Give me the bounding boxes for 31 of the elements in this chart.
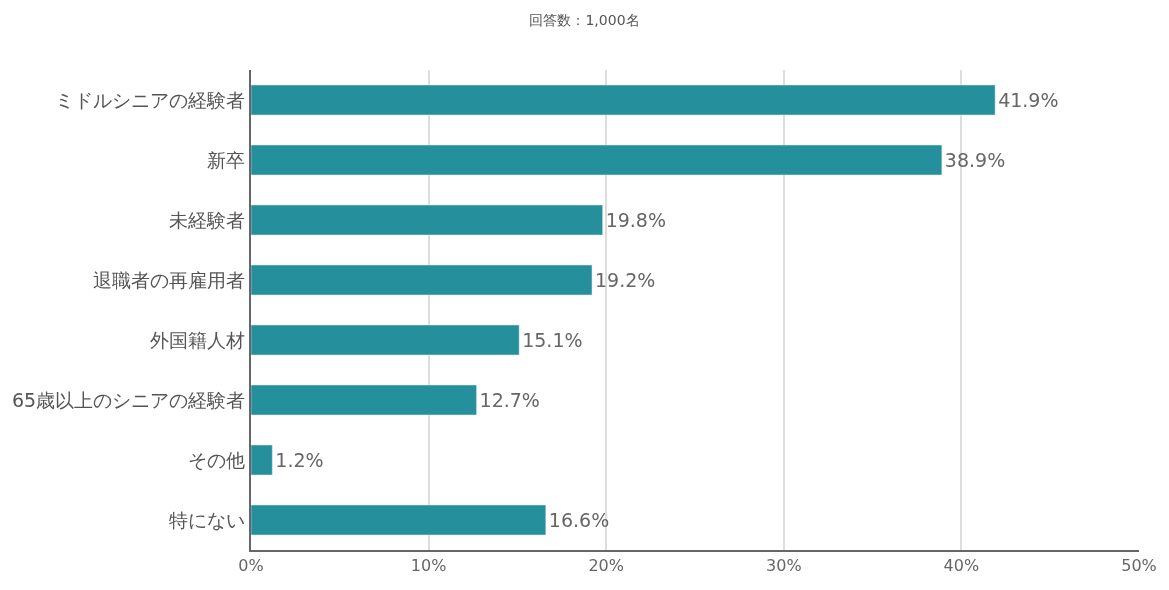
chart-title: 回答数：1,000名 — [529, 11, 640, 28]
bar — [251, 324, 520, 356]
bar — [251, 264, 593, 296]
x-tick-label: 10% — [410, 556, 447, 576]
bar — [251, 384, 477, 416]
data-label: 19.8% — [605, 209, 667, 231]
y-tick-label: 外国籍人材 — [150, 328, 246, 351]
x-tick-label: 40% — [943, 556, 980, 576]
data-label: 19.2% — [594, 269, 656, 291]
x-tick-label: 50% — [1121, 556, 1157, 576]
bar — [251, 444, 273, 476]
y-tick-label: 65歳以上のシニアの経験者 — [12, 388, 246, 411]
bar — [251, 144, 943, 176]
data-label: 16.6% — [548, 509, 610, 531]
data-label: 12.7% — [479, 389, 540, 411]
data-label: 15.1% — [522, 329, 583, 351]
bar — [251, 504, 547, 536]
y-tick-label: 特にない — [169, 508, 246, 531]
y-tick-label: 退職者の再雇用者 — [93, 268, 246, 291]
data-label: 38.9% — [944, 149, 1006, 171]
x-tick-label: 30% — [766, 556, 802, 576]
data-label: 41.9% — [998, 89, 1059, 111]
y-tick-label: ミドルシニアの経験者 — [55, 88, 246, 111]
y-tick-label: 未経験者 — [169, 208, 246, 231]
data-label: 1.2% — [275, 449, 324, 471]
bar — [251, 204, 603, 236]
bar — [251, 84, 996, 116]
y-tick-label: 新卒 — [207, 148, 246, 171]
y-tick-label: その他 — [188, 448, 246, 471]
x-tick-label: 20% — [588, 556, 624, 576]
x-tick-label: 0% — [238, 556, 264, 576]
